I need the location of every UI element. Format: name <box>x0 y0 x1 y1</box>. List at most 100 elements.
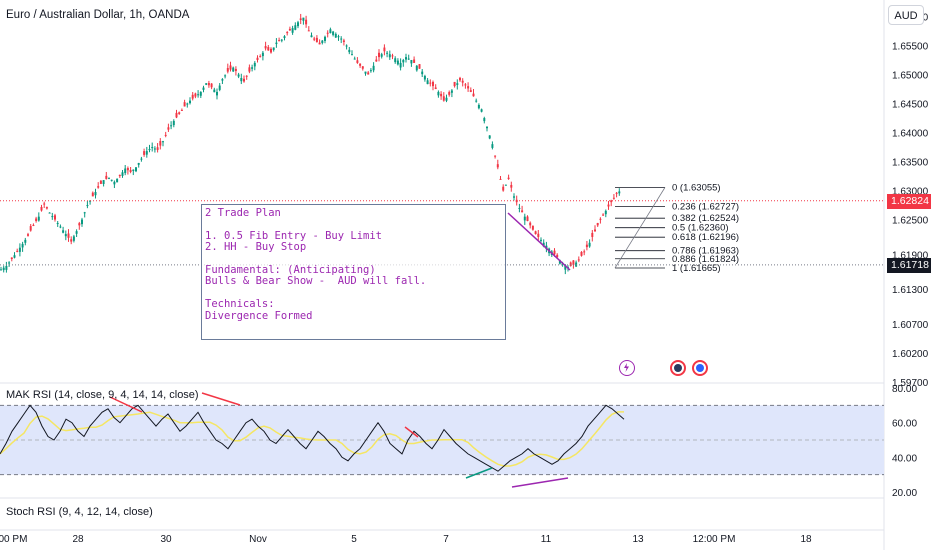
candle-body <box>159 141 162 146</box>
candle-body <box>299 18 302 20</box>
candle-body <box>531 225 534 230</box>
candle-body <box>596 222 599 226</box>
price-tick-label: 1.61900 <box>892 250 929 261</box>
candle-body <box>504 184 507 186</box>
candle-body <box>518 207 521 209</box>
candle-body <box>456 83 459 85</box>
trade-plan-note[interactable]: 2 Trade Plan 1. 0.5 Fib Entry - Buy Limi… <box>201 204 506 340</box>
rsi-indicator-title[interactable]: MAK RSI (14, close, 9, 4, 14, 14, close) <box>6 389 199 401</box>
candle-body <box>8 262 11 264</box>
price-tick-label: 1.61300 <box>892 285 929 296</box>
candle-body <box>121 172 124 176</box>
candle-body <box>434 87 437 90</box>
candle-body <box>348 49 351 53</box>
candle-body <box>553 250 556 255</box>
candle-body <box>499 178 502 180</box>
candle-body <box>334 33 337 38</box>
candle-body <box>202 87 205 90</box>
candle-body <box>35 218 38 222</box>
candle-body <box>369 70 372 72</box>
candle-body <box>0 269 2 271</box>
stoch-rsi-indicator-title[interactable]: Stoch RSI (9, 4, 12, 14, close) <box>6 506 153 518</box>
candle-body <box>43 203 46 205</box>
candle-body <box>172 120 175 126</box>
candle-body <box>110 179 113 181</box>
candle-body <box>388 54 391 58</box>
candle-body <box>251 67 254 69</box>
candle-body <box>183 102 186 107</box>
time-tick-label: 12:00 PM <box>0 534 27 545</box>
rsi-divergence-mark <box>465 467 493 479</box>
target-icon[interactable] <box>692 360 708 376</box>
candle-body <box>175 112 178 118</box>
candle-body <box>148 149 151 151</box>
candle-body <box>72 236 75 241</box>
time-tick-label: 18 <box>800 534 812 545</box>
candle-body <box>615 192 618 194</box>
candle-body <box>448 92 451 95</box>
candle-body <box>178 112 181 114</box>
candle-body <box>618 191 621 194</box>
candle-body <box>523 216 526 221</box>
candle-body <box>116 178 119 183</box>
fib-level-label: 0.5 (1.62360) <box>672 223 729 234</box>
candle-body <box>245 75 248 77</box>
time-tick-label: Nov <box>249 534 267 545</box>
candle-body <box>372 65 375 71</box>
candle-body <box>248 67 251 72</box>
rsi-divergence-mark <box>109 396 143 413</box>
candle-body <box>113 181 116 185</box>
candle-body <box>37 216 40 221</box>
candle-body <box>81 219 83 225</box>
candle-body <box>275 42 278 45</box>
candle-body <box>426 80 429 85</box>
candle-body <box>2 267 5 271</box>
candle-body <box>507 177 510 179</box>
candle-body <box>45 207 48 209</box>
candle-body <box>445 97 448 101</box>
candle-body <box>361 66 364 69</box>
candle-body <box>162 141 164 143</box>
candle-body <box>359 63 362 66</box>
candle-body <box>310 35 313 38</box>
candle-body <box>432 81 434 87</box>
candle-body <box>226 68 229 72</box>
price-tick-label: 1.60200 <box>892 349 929 360</box>
candle-body <box>353 58 356 60</box>
candle-body <box>340 38 343 40</box>
price-tick-label: 1.59700 <box>892 378 929 389</box>
candle-body <box>461 80 464 83</box>
candle-body <box>502 186 505 191</box>
candle-body <box>305 19 308 25</box>
price-tick-label: 1.62500 <box>892 216 929 227</box>
candle-body <box>199 91 202 96</box>
candle-body <box>27 234 29 236</box>
rsi-line <box>0 404 625 472</box>
fib-level-label: 0.886 (1.61824) <box>672 254 739 265</box>
price-tick-label: 1.63500 <box>892 158 929 169</box>
candle-body <box>135 167 137 172</box>
time-tick-label: 7 <box>443 534 449 545</box>
candle-body <box>129 169 132 172</box>
currency-selector[interactable]: AUD <box>888 5 924 25</box>
lightning-icon[interactable] <box>619 360 635 376</box>
candle-body <box>472 93 475 97</box>
candle-body <box>232 67 235 72</box>
candle-body <box>580 251 583 256</box>
candle-body <box>526 216 529 222</box>
candle-body <box>56 223 59 225</box>
candle-body <box>16 250 19 252</box>
candle-body <box>534 231 537 235</box>
candle-body <box>315 37 318 43</box>
candle-body <box>91 192 94 197</box>
candle-body <box>367 72 370 75</box>
flag-icon[interactable] <box>670 360 686 376</box>
candle-body <box>394 58 397 63</box>
candle-body <box>213 89 216 93</box>
candle-body <box>21 243 24 248</box>
candle-body <box>261 52 264 57</box>
candle-body <box>469 90 472 92</box>
candle-body <box>483 118 486 122</box>
candle-body <box>29 226 32 231</box>
candle-body <box>410 60 413 64</box>
